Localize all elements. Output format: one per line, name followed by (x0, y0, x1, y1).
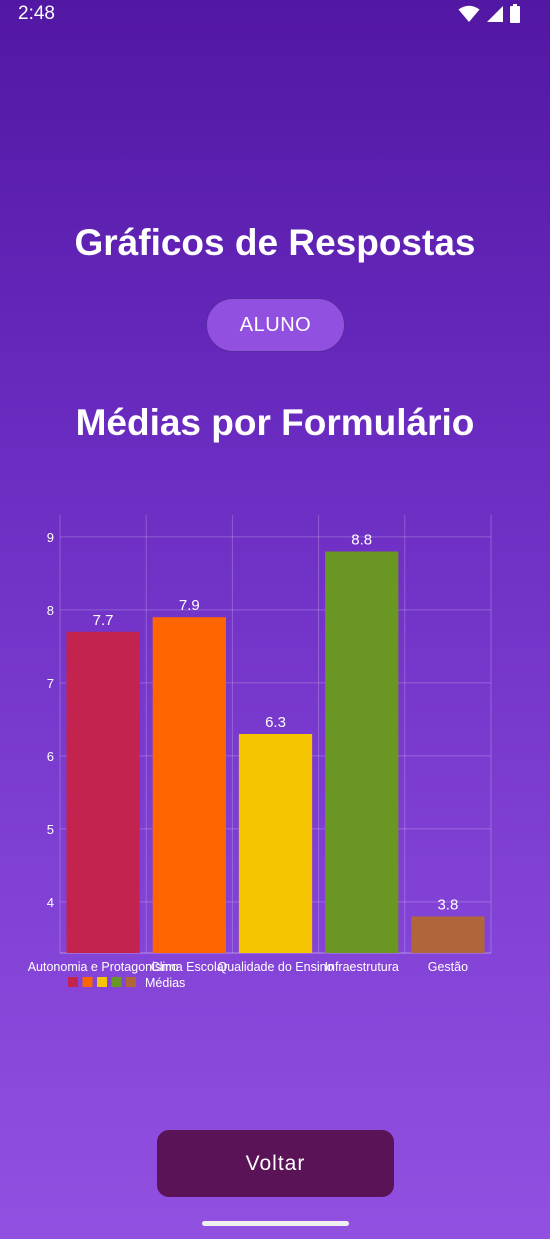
back-button[interactable]: Voltar (157, 1130, 394, 1197)
data-label: 8.8 (351, 532, 372, 549)
legend-label: Médias (145, 976, 185, 990)
legend-swatch-3 (111, 977, 122, 987)
y-tick-label: 9 (47, 530, 54, 545)
bar-2 (238, 734, 313, 953)
legend-swatch-1 (82, 977, 93, 987)
y-tick-label: 8 (47, 603, 54, 618)
x-tick-label: Infraestrutura (325, 960, 399, 974)
bar-3 (325, 551, 399, 953)
legend-swatch-4 (126, 977, 136, 987)
bar-4 (411, 916, 485, 953)
y-tick-label: 4 (47, 895, 54, 910)
battery-icon (510, 4, 520, 23)
x-tick-label: Clima Escolar (151, 960, 228, 974)
signal-icon (487, 5, 503, 22)
page-title: Gráficos de Respostas (74, 222, 476, 263)
bar-0 (66, 631, 140, 953)
status-time: 2:48 (18, 3, 55, 24)
data-label: 6.3 (265, 714, 286, 731)
home-indicator (202, 1221, 349, 1226)
data-label: 7.9 (179, 597, 200, 614)
y-tick-label: 5 (47, 822, 54, 837)
legend-swatch-0 (68, 977, 78, 987)
data-label: 7.7 (93, 612, 114, 629)
bar-chart: 4 5 6 7 8 9 7.7 Autonomia e Protagonismo 7.9 Clim… (28, 515, 492, 990)
chart-title: Médias por Formulário (75, 402, 475, 443)
legend-swatch-2 (97, 977, 107, 987)
status-icons (458, 4, 520, 23)
x-tick-label: Qualidade do Ensino (217, 960, 333, 974)
role-aluno-button[interactable]: ALUNO (206, 298, 345, 352)
wifi-icon (458, 5, 480, 22)
bar-1 (152, 617, 226, 953)
y-tick-label: 7 (47, 676, 54, 691)
data-label: 3.8 (437, 897, 458, 914)
x-tick-label: Gestão (428, 960, 468, 974)
x-tick-label: Autonomia e Protagonismo (28, 960, 179, 974)
status-bar: 2:48 (0, 0, 550, 28)
y-tick-label: 6 (47, 749, 54, 764)
